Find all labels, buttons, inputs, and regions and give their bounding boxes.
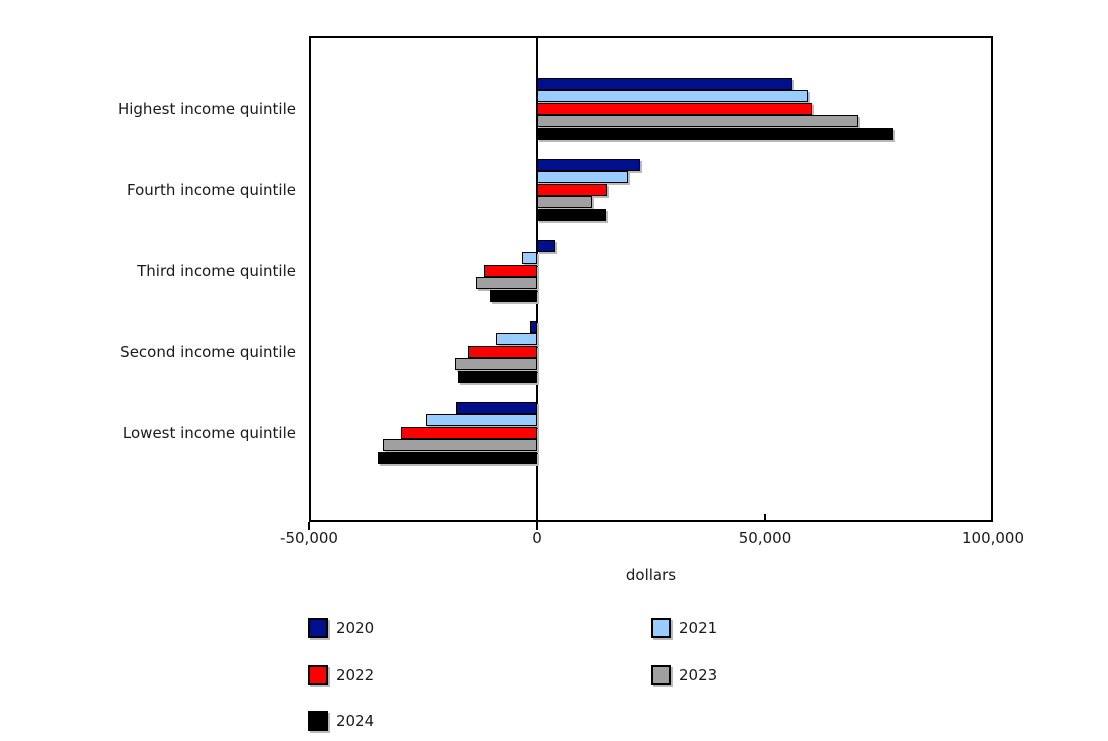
x-tick-50000-inner [764, 514, 766, 522]
bar-2022-second-quintile [467, 345, 537, 358]
bar-2022-highest-quintile [537, 102, 812, 115]
y-axis-label: Third income quintile [137, 262, 296, 280]
legend-swatch-2023 [651, 665, 671, 685]
zero-line [536, 36, 538, 522]
x-tick-label: -50,000 [280, 529, 338, 547]
bar-2020-fourth-quintile [537, 159, 640, 171]
y-axis-label: Highest income quintile [117, 100, 296, 118]
bar-2024-second-quintile [457, 370, 537, 383]
bar-2021-second-quintile [495, 333, 537, 346]
y-axis-label: Fourth income quintile [127, 181, 296, 199]
legend-label-2024: 2024 [336, 712, 375, 730]
x-axis-title: dollars [625, 566, 677, 584]
bar-2020-lowest-quintile [455, 402, 537, 414]
bar-2022-third-quintile [483, 264, 537, 277]
bar-2023-fourth-quintile [537, 196, 593, 209]
bar-2020-highest-quintile [537, 78, 793, 90]
bar-2021-third-quintile [522, 252, 537, 265]
legend-swatch-2020 [308, 618, 328, 638]
x-tick-0 [536, 522, 538, 530]
legend-label-2020: 2020 [336, 619, 375, 637]
bar-2022-lowest-quintile [400, 426, 537, 439]
legend-label-2022: 2022 [336, 666, 375, 684]
bar-2023-third-quintile [476, 277, 537, 290]
bar-2021-fourth-quintile [537, 171, 629, 184]
legend-swatch-2022 [308, 665, 328, 685]
y-axis-label: Second income quintile [120, 343, 296, 361]
bar-2024-highest-quintile [537, 127, 893, 140]
y-axis-label: Lowest income quintile [122, 424, 296, 442]
bar-2021-highest-quintile [537, 90, 809, 103]
bar-2023-highest-quintile [537, 115, 858, 128]
legend-swatch-2021 [651, 618, 671, 638]
bar-2022-fourth-quintile [537, 183, 607, 196]
bar-2023-second-quintile [454, 358, 537, 371]
bar-2024-lowest-quintile [378, 451, 537, 464]
legend-label-2023: 2023 [679, 666, 718, 684]
legend-label-2021: 2021 [679, 619, 718, 637]
bar-2023-lowest-quintile [382, 439, 537, 452]
x-tick-label: 50,000 [738, 529, 792, 547]
bar-2024-third-quintile [490, 289, 537, 302]
bar-2024-fourth-quintile [537, 208, 606, 221]
plot-area [309, 36, 993, 522]
x-tick-minus50000 [308, 522, 310, 530]
x-tick-label: 100,000 [961, 529, 1025, 547]
bar-2020-third-quintile [537, 240, 556, 252]
bar-2021-lowest-quintile [426, 414, 537, 427]
bar-2020-second-quintile [530, 321, 537, 333]
legend-swatch-2024 [308, 711, 328, 731]
x-tick-label: 0 [532, 529, 542, 547]
